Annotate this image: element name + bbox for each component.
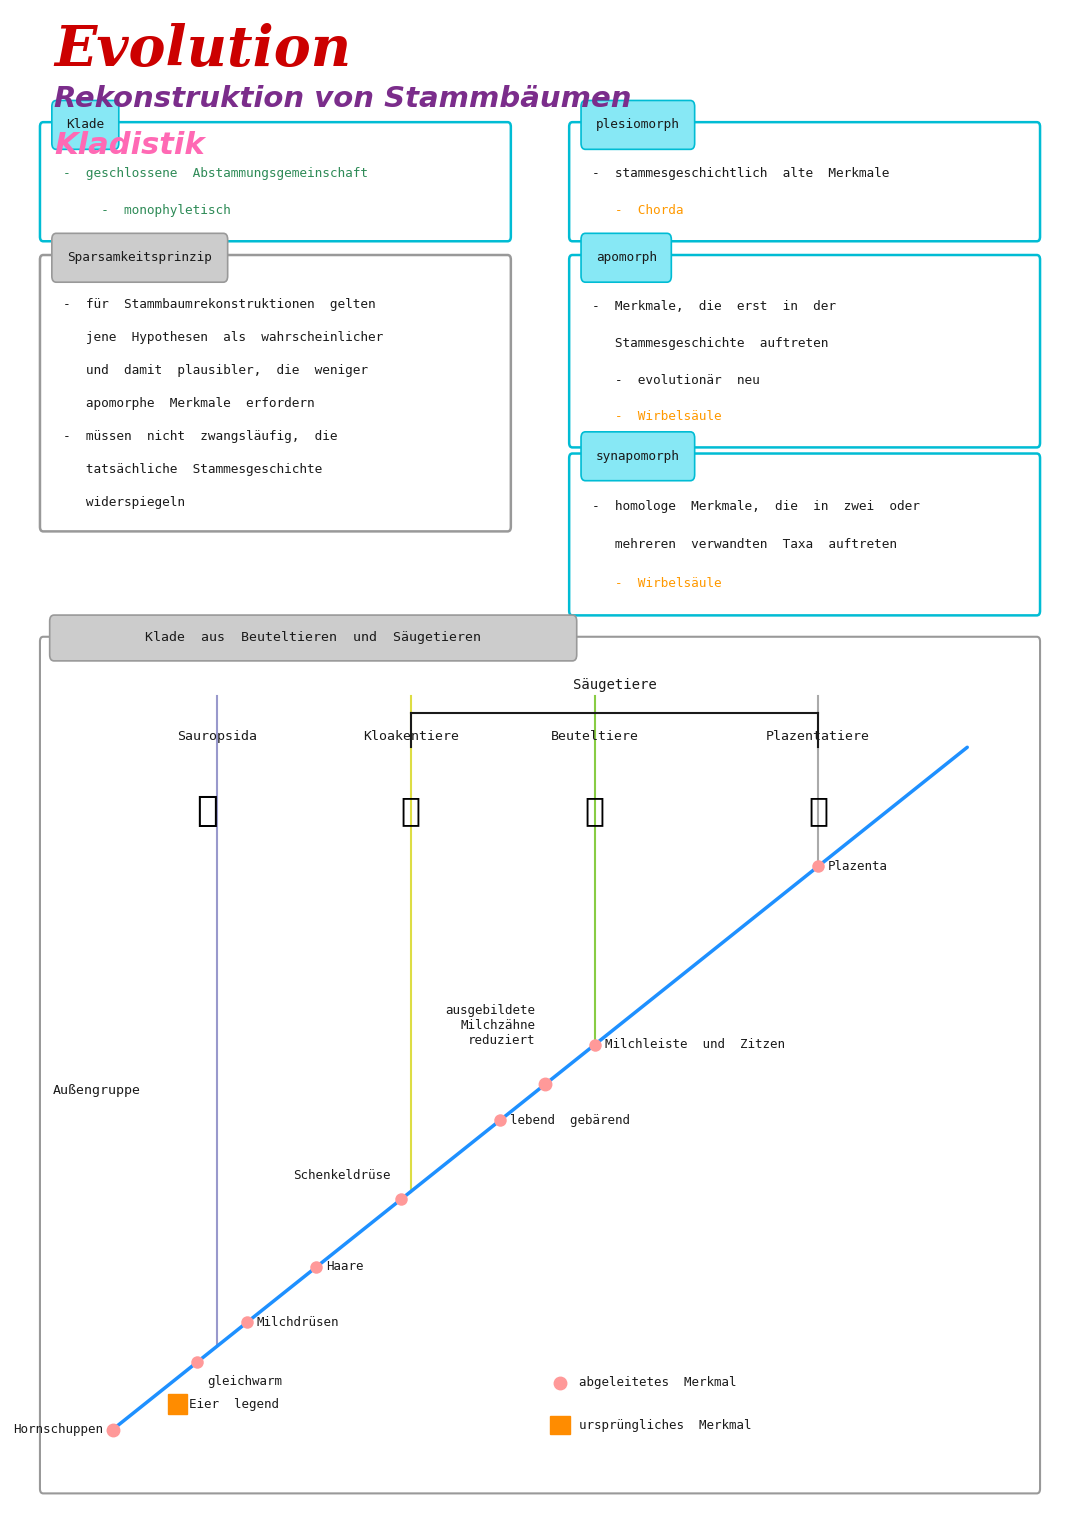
Text: synapomorph: synapomorph — [596, 450, 679, 463]
Text: Hornschuppen: Hornschuppen — [13, 1423, 103, 1435]
Text: lebend  gebärend: lebend gebärend — [510, 1113, 631, 1127]
Text: -  Wirbelsäule: - Wirbelsäule — [592, 577, 721, 591]
Text: Säugetiere: Säugetiere — [572, 678, 657, 692]
Text: apomorph: apomorph — [596, 252, 657, 264]
Text: gleichwarm: gleichwarm — [207, 1374, 282, 1388]
Text: Außengruppe: Außengruppe — [53, 1084, 141, 1096]
Text: Plazentatiere: Plazentatiere — [766, 730, 870, 744]
FancyBboxPatch shape — [40, 255, 511, 531]
FancyBboxPatch shape — [52, 234, 228, 282]
Text: Schenkeldrüse: Schenkeldrüse — [294, 1170, 391, 1182]
FancyBboxPatch shape — [40, 122, 511, 241]
Text: Stammesgeschichte  auftreten: Stammesgeschichte auftreten — [592, 337, 828, 350]
Text: -  evolutionär  neu: - evolutionär neu — [592, 374, 759, 386]
Text: -  Merkmale,  die  erst  in  der: - Merkmale, die erst in der — [592, 301, 836, 313]
Text: und  damit  plausibler,  die  weniger: und damit plausibler, die weniger — [63, 365, 367, 377]
Text: widerspiegeln: widerspiegeln — [63, 496, 185, 508]
FancyBboxPatch shape — [569, 122, 1040, 241]
Text: Kloakentiere: Kloakentiere — [363, 730, 459, 744]
Text: -  geschlossene  Abstammungsgemeinschaft: - geschlossene Abstammungsgemeinschaft — [63, 168, 367, 180]
Text: -  homologe  Merkmale,  die  in  zwei  oder: - homologe Merkmale, die in zwei oder — [592, 499, 920, 513]
Text: Haare: Haare — [326, 1260, 364, 1274]
Text: apomorphe  Merkmale  erfordern: apomorphe Merkmale erfordern — [63, 397, 314, 411]
Text: Plazenta: Plazenta — [828, 860, 888, 873]
FancyBboxPatch shape — [569, 255, 1040, 447]
Text: Kladistik: Kladistik — [54, 131, 204, 159]
Text: jene  Hypothesen  als  wahrscheinlicher: jene Hypothesen als wahrscheinlicher — [63, 331, 383, 344]
FancyBboxPatch shape — [50, 615, 577, 661]
Text: 🦎: 🦎 — [197, 794, 218, 828]
Text: Sparsamkeitsprinzip: Sparsamkeitsprinzip — [67, 252, 212, 264]
Text: Milchleiste  und  Zitzen: Milchleiste und Zitzen — [605, 1038, 784, 1051]
Text: Sauropsida: Sauropsida — [177, 730, 257, 744]
Text: 🐘: 🐘 — [808, 794, 828, 828]
FancyBboxPatch shape — [569, 454, 1040, 615]
FancyBboxPatch shape — [581, 234, 672, 282]
Text: -  monophyletisch: - monophyletisch — [63, 205, 230, 217]
Text: Evolution: Evolution — [54, 23, 351, 78]
Text: mehreren  verwandten  Taxa  auftreten: mehreren verwandten Taxa auftreten — [592, 539, 896, 551]
Text: Rekonstruktion von Stammbäumen: Rekonstruktion von Stammbäumen — [54, 86, 632, 113]
Text: plesiomorph: plesiomorph — [596, 119, 679, 131]
Text: -  für  Stammbaumrekonstruktionen  gelten: - für Stammbaumrekonstruktionen gelten — [63, 298, 375, 312]
Text: Klade  aus  Beuteltieren  und  Säugetieren: Klade aus Beuteltieren und Säugetieren — [145, 632, 482, 644]
Text: 🦆: 🦆 — [401, 794, 421, 828]
Bar — [550, 1416, 569, 1434]
Text: -  Wirbelsäule: - Wirbelsäule — [592, 411, 721, 423]
Text: tatsächliche  Stammesgeschichte: tatsächliche Stammesgeschichte — [63, 463, 322, 476]
Text: Eier  legend: Eier legend — [189, 1397, 279, 1411]
Text: abgeleitetes  Merkmal: abgeleitetes Merkmal — [579, 1376, 737, 1390]
FancyBboxPatch shape — [52, 101, 119, 150]
Text: ausgebildete
Milchzähne
reduziert: ausgebildete Milchzähne reduziert — [445, 1003, 535, 1046]
Text: -  stammesgeschichtlich  alte  Merkmale: - stammesgeschichtlich alte Merkmale — [592, 168, 889, 180]
FancyBboxPatch shape — [581, 101, 694, 150]
Text: -  Chorda: - Chorda — [592, 205, 684, 217]
Text: -  müssen  nicht  zwangsläufig,  die: - müssen nicht zwangsläufig, die — [63, 431, 337, 443]
Text: ursprüngliches  Merkmal: ursprüngliches Merkmal — [579, 1419, 752, 1432]
Bar — [167, 1394, 187, 1414]
Text: 🦘: 🦘 — [584, 794, 605, 828]
Text: Milchdrüsen: Milchdrüsen — [257, 1316, 339, 1328]
Text: Beuteltiere: Beuteltiere — [551, 730, 638, 744]
FancyBboxPatch shape — [581, 432, 694, 481]
Text: Klade: Klade — [66, 119, 105, 131]
FancyBboxPatch shape — [40, 637, 1040, 1493]
